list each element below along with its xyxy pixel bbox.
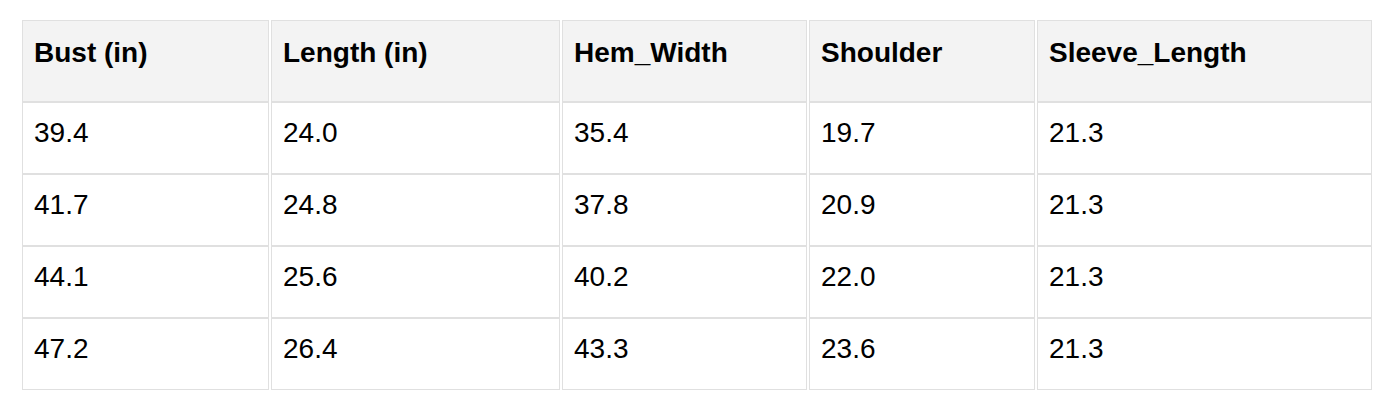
- table-cell: 39.4: [22, 102, 269, 174]
- table-cell: 44.1: [22, 246, 269, 318]
- table-cell: 21.3: [1037, 318, 1372, 390]
- table-cell: 41.7: [22, 174, 269, 246]
- table-row: 44.125.640.222.021.3: [22, 246, 1372, 318]
- table-cell: 37.8: [562, 174, 807, 246]
- table-body: 39.424.035.419.721.341.724.837.820.921.3…: [22, 102, 1372, 390]
- table-cell: 21.3: [1037, 102, 1372, 174]
- table-row: 41.724.837.820.921.3: [22, 174, 1372, 246]
- header-row: Bust (in)Length (in)Hem_WidthShoulderSle…: [22, 20, 1372, 102]
- table-cell: 40.2: [562, 246, 807, 318]
- table-cell: 35.4: [562, 102, 807, 174]
- table-row: 47.226.443.323.621.3: [22, 318, 1372, 390]
- table-cell: 24.8: [271, 174, 560, 246]
- table-cell: 23.6: [809, 318, 1035, 390]
- table-cell: 24.0: [271, 102, 560, 174]
- column-header: Shoulder: [809, 20, 1035, 102]
- column-header: Length (in): [271, 20, 560, 102]
- table-cell: 22.0: [809, 246, 1035, 318]
- table-container: Bust (in)Length (in)Hem_WidthShoulderSle…: [20, 20, 1362, 390]
- table-cell: 19.7: [809, 102, 1035, 174]
- table-row: 39.424.035.419.721.3: [22, 102, 1372, 174]
- table-cell: 25.6: [271, 246, 560, 318]
- column-header: Sleeve_Length: [1037, 20, 1372, 102]
- table-cell: 21.3: [1037, 174, 1372, 246]
- table-cell: 21.3: [1037, 246, 1372, 318]
- table-cell: 26.4: [271, 318, 560, 390]
- table-cell: 47.2: [22, 318, 269, 390]
- table-cell: 43.3: [562, 318, 807, 390]
- column-header: Bust (in): [22, 20, 269, 102]
- measurements-table: Bust (in)Length (in)Hem_WidthShoulderSle…: [20, 20, 1374, 390]
- column-header: Hem_Width: [562, 20, 807, 102]
- table-cell: 20.9: [809, 174, 1035, 246]
